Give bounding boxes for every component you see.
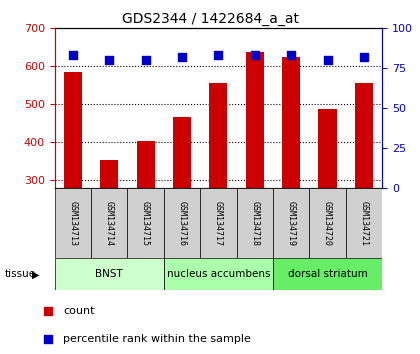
Point xyxy=(288,53,294,58)
Bar xyxy=(346,188,382,258)
Bar xyxy=(273,188,310,258)
Text: GSM134715: GSM134715 xyxy=(141,200,150,246)
Bar xyxy=(55,258,164,290)
Text: BNST: BNST xyxy=(95,269,123,279)
Bar xyxy=(273,258,382,290)
Bar xyxy=(246,52,264,188)
Bar xyxy=(173,117,191,188)
Text: ▶: ▶ xyxy=(32,269,39,279)
Text: nucleus accumbens: nucleus accumbens xyxy=(167,269,270,279)
Bar xyxy=(282,57,300,188)
Text: GDS2344 / 1422684_a_at: GDS2344 / 1422684_a_at xyxy=(121,12,299,27)
Bar xyxy=(127,188,164,258)
Point xyxy=(45,308,52,314)
Bar xyxy=(355,83,373,188)
Point xyxy=(142,57,149,63)
Point xyxy=(215,53,222,58)
Bar xyxy=(91,188,127,258)
Bar xyxy=(164,188,200,258)
Text: GSM134719: GSM134719 xyxy=(287,200,296,246)
Text: GSM134721: GSM134721 xyxy=(360,200,368,246)
Text: GSM134714: GSM134714 xyxy=(105,200,114,246)
Point xyxy=(69,53,76,58)
Point xyxy=(361,54,368,60)
Point xyxy=(106,57,113,63)
Text: count: count xyxy=(63,306,94,316)
Point xyxy=(252,53,258,58)
Point xyxy=(324,57,331,63)
Text: GSM134716: GSM134716 xyxy=(178,200,186,246)
Bar xyxy=(55,188,91,258)
Text: dorsal striatum: dorsal striatum xyxy=(288,269,368,279)
Bar xyxy=(318,109,337,188)
Text: GSM134720: GSM134720 xyxy=(323,200,332,246)
Text: GSM134713: GSM134713 xyxy=(68,200,77,246)
Bar xyxy=(136,141,155,188)
Text: GSM134717: GSM134717 xyxy=(214,200,223,246)
Bar xyxy=(310,188,346,258)
Bar xyxy=(164,258,273,290)
Bar xyxy=(200,188,236,258)
Bar xyxy=(209,83,228,188)
Bar xyxy=(100,160,118,188)
Text: GSM134718: GSM134718 xyxy=(250,200,259,246)
Bar xyxy=(236,188,273,258)
Text: tissue: tissue xyxy=(4,269,35,279)
Bar xyxy=(64,72,82,188)
Point xyxy=(45,336,52,342)
Point xyxy=(178,54,185,60)
Text: percentile rank within the sample: percentile rank within the sample xyxy=(63,334,251,344)
